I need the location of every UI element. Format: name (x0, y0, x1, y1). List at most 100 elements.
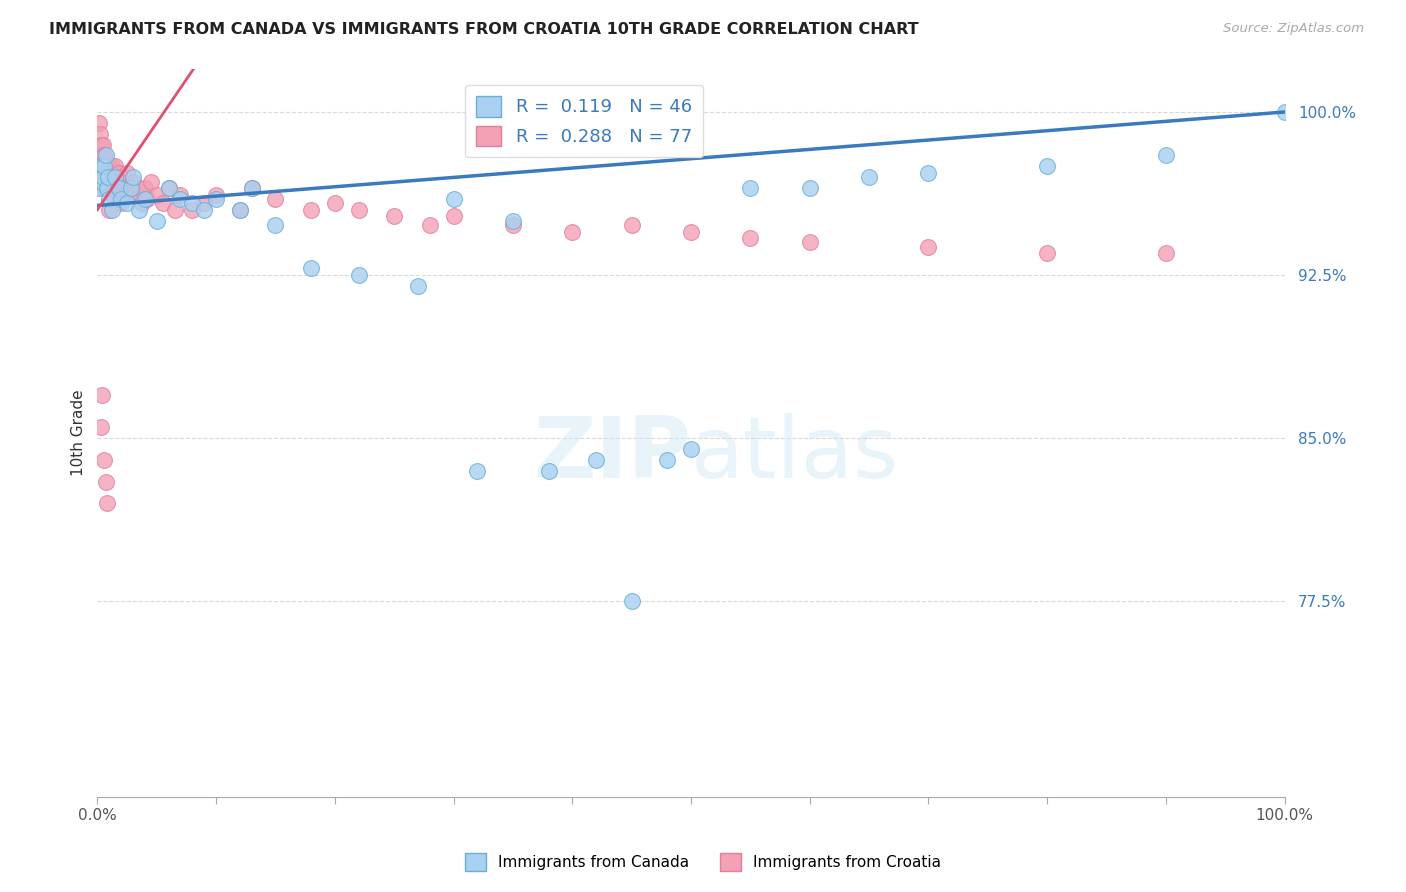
Point (98, 181, 121, 195)
Point (89, 148, 111, 162)
Text: Source: ZipAtlas.com: Source: ZipAtlas.com (1223, 22, 1364, 36)
Point (94, 148, 117, 162)
Point (1154, 246, 1177, 260)
Point (115, 196, 138, 211)
Point (1154, 148, 1177, 162)
Point (115, 187, 138, 202)
Point (1274, 105, 1296, 120)
Point (136, 192, 159, 206)
Point (107, 166, 129, 180)
Point (131, 196, 153, 211)
Point (299, 261, 322, 276)
Point (128, 202, 150, 217)
Point (163, 202, 186, 217)
Point (406, 278, 429, 293)
Point (101, 166, 124, 180)
Point (347, 202, 370, 217)
Point (120, 181, 142, 195)
Point (94, 159, 117, 173)
Point (91, 137, 114, 152)
Point (799, 235, 821, 250)
Point (91, 175, 114, 189)
Text: ZIP: ZIP (533, 413, 690, 496)
Point (96, 181, 118, 195)
Point (679, 442, 702, 456)
Point (193, 202, 215, 217)
Point (96, 159, 118, 173)
Point (740, 181, 762, 195)
Point (100, 202, 122, 217)
Point (91, 181, 114, 195)
Point (93, 170, 115, 185)
Point (917, 240, 939, 254)
Point (100, 181, 122, 195)
Point (112, 187, 135, 202)
Point (1036, 159, 1059, 173)
Point (347, 268, 370, 282)
Point (89, 127, 111, 141)
Point (90, 137, 112, 152)
Point (100, 170, 122, 185)
Point (157, 181, 180, 195)
Point (134, 181, 156, 195)
Point (100, 159, 122, 173)
Point (91, 170, 114, 185)
Point (157, 181, 180, 195)
Point (152, 196, 174, 211)
Point (122, 175, 145, 189)
Point (585, 452, 607, 467)
Point (91, 387, 114, 401)
Point (382, 210, 405, 224)
Point (110, 196, 132, 211)
Point (502, 213, 524, 227)
Point (537, 464, 560, 478)
Point (104, 159, 127, 173)
Point (240, 181, 263, 195)
Point (323, 196, 346, 211)
Point (193, 196, 215, 211)
Point (917, 166, 939, 180)
Point (264, 192, 287, 206)
Point (103, 175, 125, 189)
Point (108, 187, 131, 202)
Point (122, 170, 145, 185)
Point (96, 181, 118, 195)
Point (97, 159, 120, 173)
Point (93, 452, 115, 467)
Point (124, 187, 146, 202)
Point (679, 225, 702, 239)
Point (110, 175, 132, 189)
Legend: R =  0.119   N = 46, R =  0.288   N = 77: R = 0.119 N = 46, R = 0.288 N = 77 (465, 85, 703, 157)
Point (240, 181, 263, 195)
Point (145, 213, 167, 227)
Point (229, 202, 252, 217)
Point (419, 218, 441, 232)
Point (96, 496, 118, 510)
Point (299, 202, 322, 217)
Point (229, 202, 252, 217)
Point (107, 181, 129, 195)
Point (169, 187, 191, 202)
Point (87, 181, 110, 195)
Point (134, 192, 156, 206)
Point (858, 170, 880, 185)
Point (443, 192, 465, 206)
Point (205, 192, 228, 206)
Point (98, 192, 121, 206)
Text: IMMIGRANTS FROM CANADA VS IMMIGRANTS FROM CROATIA 10TH GRADE CORRELATION CHART: IMMIGRANTS FROM CANADA VS IMMIGRANTS FRO… (49, 22, 920, 37)
Point (94, 475, 117, 489)
Point (90, 420, 112, 434)
Point (107, 175, 129, 189)
Point (91, 159, 114, 173)
Point (89, 166, 111, 180)
Point (90, 159, 112, 173)
Point (1036, 246, 1059, 260)
Point (502, 218, 524, 232)
Point (115, 166, 138, 180)
Point (465, 464, 488, 478)
Point (740, 231, 762, 245)
Point (139, 175, 162, 189)
Point (657, 452, 679, 467)
Point (104, 181, 127, 195)
Point (93, 159, 115, 173)
